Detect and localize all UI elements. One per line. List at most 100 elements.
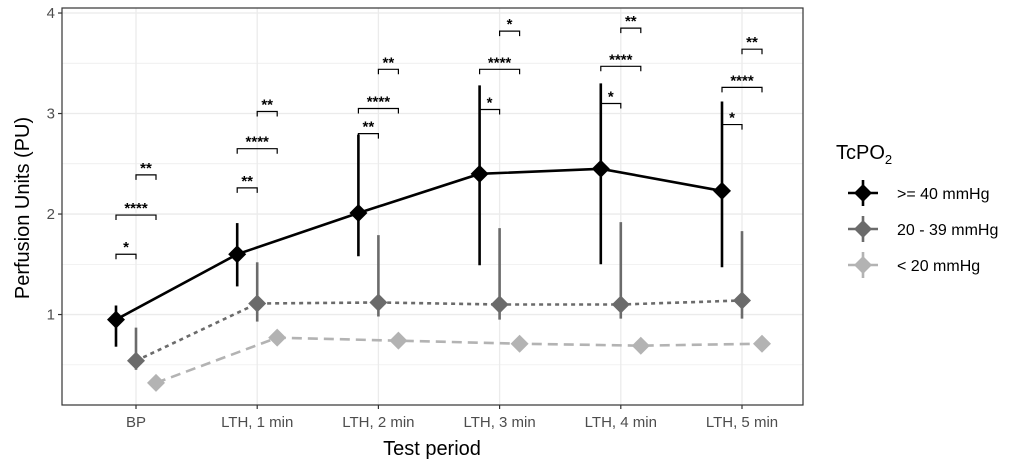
legend-label: < 20 mmHg: [897, 258, 980, 275]
series: [107, 83, 771, 392]
significance-bracket: **: [135, 160, 157, 180]
legend-item: 20 - 39 mmHg: [848, 216, 998, 242]
legend-items: >= 40 mmHg 20 - 39 mmHg < 20 mmHg: [848, 180, 998, 278]
legend-label: >= 40 mmHg: [897, 186, 989, 203]
y-axis-title: Perfusion Units (PU): [12, 117, 34, 299]
bracket-line: [741, 48, 763, 55]
legend-key-marker: [854, 184, 872, 202]
significance-label: ****: [488, 54, 512, 71]
significance-label: ****: [367, 94, 391, 111]
x-tick-label: LTH, 5 min: [706, 414, 778, 431]
significance-label: ****: [730, 72, 754, 89]
bracket-line: [115, 253, 137, 260]
data-point: [631, 336, 650, 355]
data-point: [268, 328, 287, 347]
significance-bracket: ****: [721, 72, 763, 93]
significance-bracket: **: [357, 119, 379, 139]
significance-bracket: ****: [357, 94, 399, 114]
data-point: [713, 181, 731, 200]
significance-brackets: ****************************************…: [115, 13, 763, 260]
significance-bracket: ****: [600, 51, 642, 72]
y-tick-label: 2: [47, 206, 55, 223]
data-point: [349, 204, 368, 223]
data-point: [490, 295, 509, 314]
significance-label: **: [383, 54, 395, 71]
x-tick-label: LTH, 4 min: [585, 414, 657, 431]
significance-label: **: [261, 97, 273, 114]
bracket-line: [620, 27, 642, 34]
legend-title: TcPO2: [836, 142, 892, 167]
series-line: [155, 336, 763, 385]
bracket-line: [721, 86, 763, 93]
y-tick-label: 4: [47, 5, 55, 22]
significance-label: **: [140, 160, 152, 177]
series-line: [135, 299, 743, 362]
data-point: [389, 331, 408, 350]
significance-label: ****: [609, 51, 633, 68]
bracket-line: [377, 68, 399, 75]
data-point: [248, 294, 267, 313]
x-tick-label: LTH, 2 min: [342, 414, 414, 431]
series-group: [107, 83, 731, 347]
significance-bracket: ****: [115, 200, 157, 221]
series-group: [147, 328, 771, 392]
significance-bracket: *: [479, 95, 501, 115]
plot-panel-border: [61, 7, 804, 406]
data-point: [369, 293, 388, 312]
x-tick-label: LTH, 3 min: [463, 414, 535, 431]
legend-title-subscript: 2: [885, 152, 892, 167]
significance-bracket: **: [620, 13, 642, 34]
data-point: [510, 334, 529, 353]
bracket-line: [600, 65, 642, 72]
significance-label: *: [507, 16, 513, 33]
data-point: [753, 334, 771, 353]
x-tick-label: BP: [126, 414, 146, 431]
significance-bracket: **: [236, 173, 258, 193]
y-tick-label: 3: [47, 106, 55, 123]
significance-bracket: **: [377, 54, 399, 75]
legend-item: >= 40 mmHg: [848, 180, 989, 206]
significance-bracket: ****: [479, 54, 521, 75]
significance-label: **: [625, 13, 637, 30]
significance-label: *: [123, 239, 129, 256]
legend-key-marker: [854, 220, 872, 238]
bracket-line: [256, 110, 278, 117]
significance-bracket: *: [721, 110, 743, 130]
y-tick-label: 1: [47, 307, 55, 324]
significance-bracket: *: [600, 88, 622, 109]
bracket-line: [236, 148, 278, 154]
x-axis-title: Test period: [383, 438, 481, 459]
significance-label: *: [729, 110, 735, 127]
legend-title-main: TcPO: [836, 142, 885, 164]
significance-bracket: **: [256, 97, 278, 117]
data-point: [228, 245, 247, 264]
bracket-line: [115, 214, 157, 221]
bracket-line: [499, 30, 521, 37]
legend-key-marker: [854, 256, 872, 274]
significance-label: **: [746, 34, 758, 51]
series-group: [127, 222, 751, 370]
bracket-line: [479, 68, 521, 75]
significance-label: *: [608, 88, 614, 105]
significance-bracket: *: [499, 16, 521, 37]
significance-label: *: [487, 95, 493, 112]
series-line: [115, 167, 723, 321]
data-point: [591, 159, 610, 178]
data-point: [127, 351, 145, 370]
data-point: [611, 295, 630, 314]
bracket-line: [357, 107, 399, 114]
significance-bracket: *: [115, 239, 137, 260]
bracket-line: [236, 187, 258, 193]
significance-bracket: ****: [236, 134, 278, 154]
bracket-line: [135, 174, 157, 180]
significance-label: **: [363, 119, 375, 136]
axes: 1 2 3 4 BP LTH, 1 min LTH, 2 min LTH, 3 min LTH,…: [47, 5, 778, 431]
significance-bracket: **: [741, 34, 763, 55]
legend-label: 20 - 39 mmHg: [897, 222, 998, 239]
data-point: [733, 291, 751, 310]
legend: TcPO2 >= 40 mmHg 20 - 39 mmHg < 20 mmHg: [836, 142, 998, 278]
x-tick-label: LTH, 1 min: [221, 414, 293, 431]
significance-label: ****: [124, 200, 148, 217]
data-point: [107, 310, 125, 329]
